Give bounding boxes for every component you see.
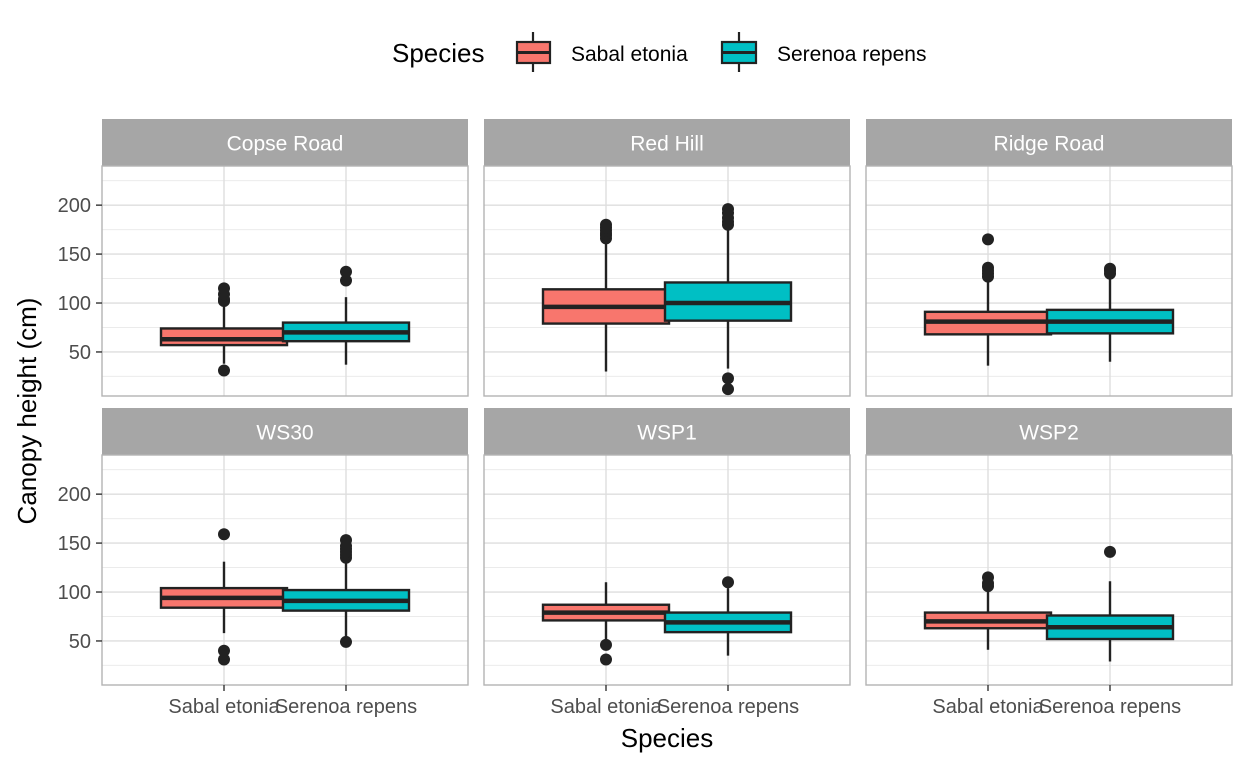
legend-title: Species: [392, 38, 485, 68]
boxplot-ridge-road-serenoa-repens: [1045, 262, 1175, 362]
facet-strip-label: Copse Road: [227, 133, 344, 156]
facet-strip-label: WSP1: [637, 422, 697, 445]
panel-border: [101, 165, 469, 397]
x-tick-label: Serenoa repens: [275, 696, 417, 718]
y-axis-title: Canopy height (cm): [12, 298, 42, 525]
x-axis-title: Species: [621, 723, 714, 753]
facet-strip-copse-road: [102, 119, 468, 166]
facet-strip-label: Ridge Road: [994, 133, 1105, 156]
y-tick-label: 50: [69, 342, 91, 364]
outlier-point: [218, 528, 230, 541]
boxplot-wsp2-serenoa-repens: [1045, 545, 1175, 662]
outlier-point: [340, 635, 352, 648]
boxplot-red-hill-serenoa-repens: [663, 203, 793, 396]
boxplot-wsp2-sabal-etonia: [923, 571, 1053, 650]
outlier-point: [982, 261, 994, 274]
legend-label-serenoa-repens: Serenoa repens: [777, 43, 926, 66]
boxplot-red-hill-sabal-etonia: [541, 218, 671, 372]
outlier-point: [1104, 545, 1116, 558]
facet-strip-wsp1: [484, 408, 850, 455]
panel-border: [101, 454, 469, 686]
panel-border: [483, 454, 851, 686]
x-tick-label: Sabal etonia: [932, 696, 1044, 718]
panel-border: [483, 165, 851, 397]
outlier-point: [218, 282, 230, 295]
outlier-point: [982, 571, 994, 584]
x-tick-label: Sabal etonia: [168, 696, 280, 718]
y-tick-label: 150: [58, 244, 91, 266]
outlier-point: [722, 383, 734, 396]
boxplot-copse-road-serenoa-repens: [281, 265, 411, 365]
box-iqr: [159, 327, 289, 347]
facet-strip-ridge-road: [866, 119, 1232, 166]
facet-strip-wsp2: [866, 408, 1232, 455]
outlier-point: [340, 274, 352, 287]
facet-panel-copse-road: Copse Road 50 100 150 200: [58, 119, 469, 397]
y-tick-label: 200: [58, 484, 91, 506]
facet-panel-ridge-road: Ridge Road: [865, 119, 1233, 397]
boxplot-wsp1-sabal-etonia: [541, 582, 671, 666]
outlier-point: [600, 653, 612, 666]
facet-strip-label: WS30: [256, 422, 313, 445]
x-tick-label: Sabal etonia: [550, 696, 662, 718]
y-tick-label: 50: [69, 631, 91, 653]
legend-key-sabal-etonia: [515, 32, 552, 72]
facet-panel-red-hill: Red Hill: [483, 119, 851, 397]
legend-key-serenoa-repens: [720, 32, 758, 72]
x-tick-label: Serenoa repens: [1039, 696, 1181, 718]
y-tick-label: 100: [58, 293, 91, 315]
boxplot-ws30-serenoa-repens: [281, 534, 411, 648]
outlier-point: [218, 653, 230, 666]
panel-border: [865, 165, 1233, 397]
boxplot-wsp1-serenoa-repens: [663, 576, 793, 656]
outlier-point: [722, 372, 734, 385]
outlier-point: [600, 218, 612, 231]
facet-strip-red-hill: [484, 119, 850, 166]
outlier-point: [1104, 262, 1116, 275]
outlier-point: [982, 233, 994, 246]
outlier-point: [340, 265, 352, 278]
outlier-point: [722, 203, 734, 216]
facet-panels: Copse Road 50 100 150 200 Red Hill Ridge Road W…: [58, 119, 1233, 718]
boxplot-copse-road-sabal-etonia: [159, 282, 289, 377]
facet-strip-label: WSP2: [1019, 422, 1079, 445]
facet-strip-ws30: [102, 408, 468, 455]
outlier-point: [722, 576, 734, 589]
facet-strip-label: Red Hill: [630, 133, 704, 156]
y-tick-label: 100: [58, 582, 91, 604]
y-tick-label: 150: [58, 533, 91, 555]
x-tick-label: Serenoa repens: [657, 696, 799, 718]
outlier-point: [218, 364, 230, 377]
y-tick-label: 200: [58, 195, 91, 217]
outlier-point: [340, 534, 352, 547]
outlier-point: [218, 644, 230, 657]
panel-border: [865, 454, 1233, 686]
outlier-point: [600, 638, 612, 651]
legend: Species Sabal etonia Serenoa repens: [392, 32, 926, 72]
legend-label-sabal-etonia: Sabal etonia: [571, 43, 688, 66]
